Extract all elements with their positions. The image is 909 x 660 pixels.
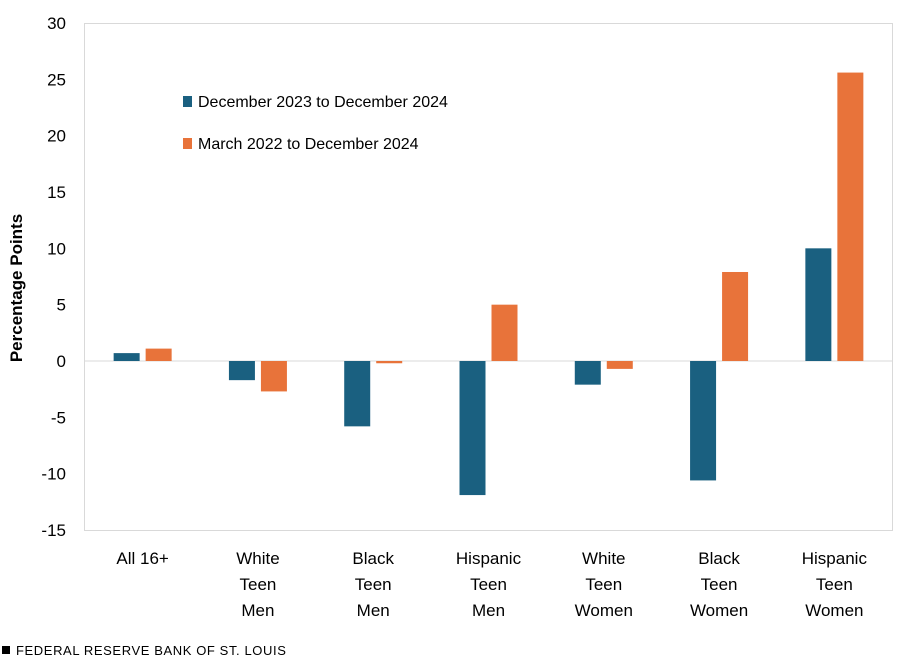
category-label-line: Hispanic — [456, 549, 522, 568]
bar-series-2-cat-1 — [145, 348, 172, 361]
legend-swatch-series-2 — [183, 138, 192, 149]
category-label-line: Teen — [816, 575, 853, 594]
y-tick-label: -10 — [41, 465, 66, 484]
y-tick-label: -5 — [51, 408, 66, 427]
bar-series-2-cat-5 — [606, 361, 633, 369]
category-label-line: Hispanic — [802, 549, 868, 568]
bar-series-2-cat-7 — [837, 72, 864, 361]
category-label: White Teen Men — [236, 549, 279, 620]
y-tick-label: -15 — [41, 521, 66, 540]
category-label-line: Teen — [239, 575, 276, 594]
bar-series-1-cat-6 — [690, 361, 717, 481]
y-tick-label: 25 — [47, 70, 66, 89]
category-label-line: Men — [472, 601, 505, 620]
bar-series-1-cat-7 — [805, 248, 832, 361]
category-label: Black Teen Women — [690, 549, 748, 620]
category-label-line: Men — [241, 601, 274, 620]
category-label-line: Women — [575, 601, 633, 620]
category-label-line: Teen — [355, 575, 392, 594]
plot-area-frame — [84, 23, 893, 531]
y-tick-label: 10 — [47, 239, 66, 258]
footer-square-icon — [2, 646, 10, 654]
legend-label-series-1: December 2023 to December 2024 — [198, 94, 448, 111]
footer-source: FEDERAL RESERVE BANK OF ST. LOUIS — [2, 643, 286, 658]
bar-series-2-cat-2 — [260, 361, 287, 392]
y-tick-label: 20 — [47, 127, 66, 146]
bar-series-1-cat-3 — [344, 361, 371, 427]
bar-series-1-cat-5 — [574, 361, 601, 385]
y-tick-label: 5 — [57, 296, 66, 315]
bar-series-1-cat-1 — [113, 353, 140, 361]
category-label-line: Teen — [701, 575, 738, 594]
category-label: All 16+ — [116, 549, 169, 568]
category-label-line: All 16+ — [116, 549, 169, 568]
category-label-line: Women — [690, 601, 748, 620]
category-label-line: Teen — [470, 575, 507, 594]
category-label-line: Men — [357, 601, 390, 620]
y-axis-label: Percentage Points — [7, 214, 26, 362]
category-label-line: Women — [805, 601, 863, 620]
bar-series-2-cat-6 — [722, 271, 749, 361]
legend-swatch-series-1 — [183, 96, 192, 107]
category-label: White Teen Women — [575, 549, 633, 620]
category-label-line: Black — [352, 549, 394, 568]
y-tick-label: 30 — [47, 14, 66, 33]
bar-series-2-cat-4 — [491, 304, 518, 361]
y-tick-label: 15 — [47, 183, 66, 202]
category-label: Hispanic Teen Women — [802, 549, 868, 620]
footer-source-text: FEDERAL RESERVE BANK OF ST. LOUIS — [16, 643, 287, 658]
bar-series-1-cat-2 — [228, 361, 255, 381]
chart: 30 25 20 15 10 5 0 -5 -10 -15 All 16+ White Teen Men… — [7, 14, 893, 620]
bar-series-1-cat-4 — [459, 361, 486, 496]
category-label-line: White — [582, 549, 625, 568]
category-label-line: Black — [698, 549, 740, 568]
category-label: Black Teen Men — [352, 549, 394, 620]
category-label-line: White — [236, 549, 279, 568]
category-label-line: Teen — [585, 575, 622, 594]
category-label: Hispanic Teen Men — [456, 549, 522, 620]
legend-label-series-2: March 2022 to December 2024 — [198, 136, 419, 153]
bar-series-2-cat-3 — [376, 361, 403, 364]
y-tick-label: 0 — [57, 352, 66, 371]
